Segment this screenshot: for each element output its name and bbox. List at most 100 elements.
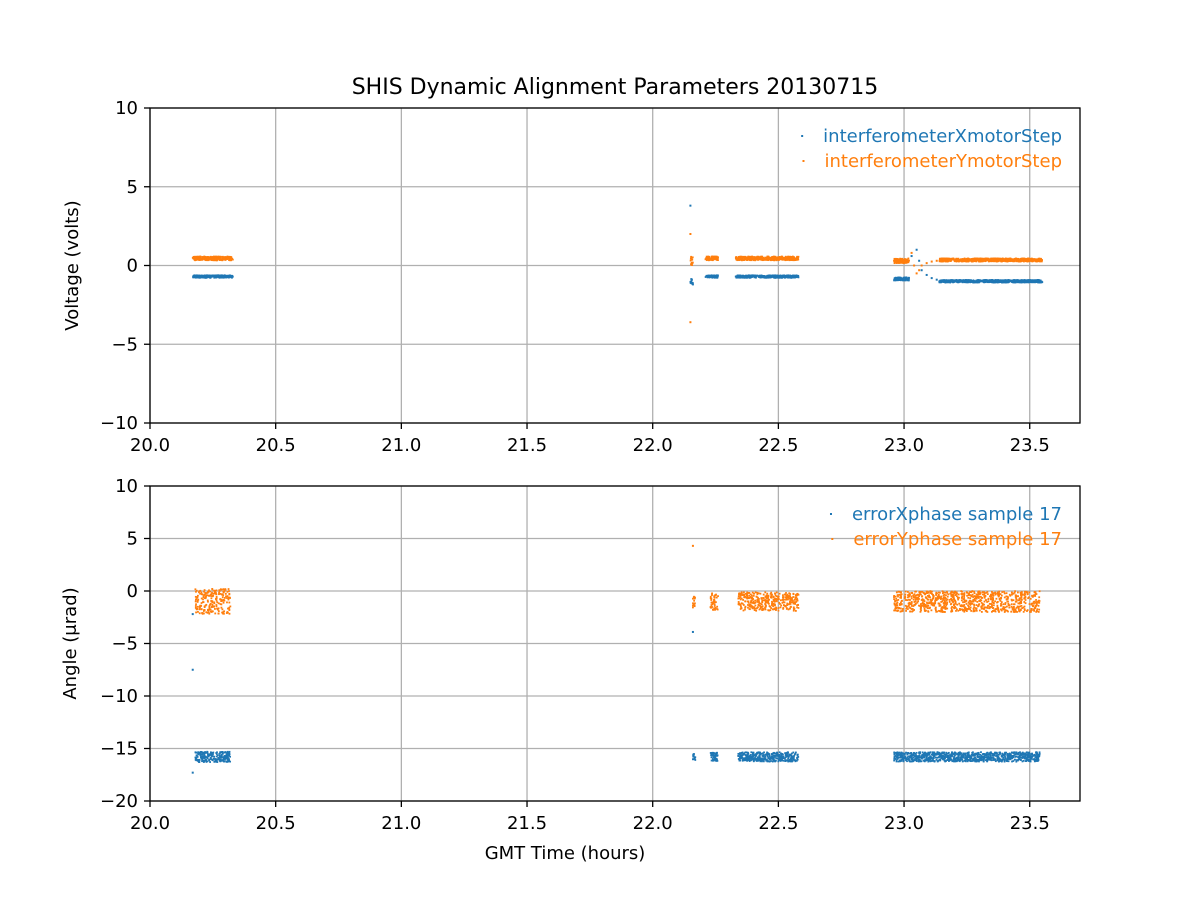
data-point (228, 612, 231, 615)
data-point (229, 605, 232, 608)
data-point (715, 757, 718, 760)
data-point (209, 593, 212, 596)
data-point (775, 275, 778, 278)
data-point (969, 759, 972, 762)
data-point (746, 755, 749, 757)
data-point (689, 204, 692, 207)
data-point (933, 751, 936, 754)
data-point (971, 257, 974, 260)
data-point (744, 608, 746, 611)
data-point (741, 754, 744, 757)
data-point (776, 754, 778, 757)
data-point (783, 601, 786, 604)
data-point (949, 279, 952, 282)
data-point (772, 276, 775, 279)
data-point (914, 752, 917, 755)
data-point (980, 758, 983, 761)
data-point (764, 608, 767, 611)
data-point (775, 607, 778, 610)
data-point (204, 752, 207, 754)
data-point (922, 753, 925, 756)
data-point (768, 274, 771, 277)
data-point (937, 756, 940, 759)
data-point (713, 603, 716, 606)
data-point (226, 752, 229, 755)
data-point (209, 602, 212, 605)
data-point (218, 591, 220, 594)
data-point (208, 275, 211, 278)
data-point (206, 259, 209, 262)
data-point (714, 756, 716, 759)
data-point (760, 258, 763, 261)
data-point (198, 752, 201, 755)
data-point (925, 273, 928, 276)
data-point (1019, 758, 1022, 761)
data-point (765, 276, 768, 279)
data-point (910, 753, 913, 755)
data-point (212, 753, 214, 756)
data-point (758, 755, 761, 758)
data-point (693, 602, 696, 605)
data-point (208, 607, 211, 609)
data-point (221, 256, 224, 259)
data-point (209, 258, 212, 261)
data-point (982, 279, 985, 282)
data-point (1002, 258, 1005, 261)
data-point (745, 751, 747, 754)
data-point (219, 257, 221, 260)
data-point (896, 753, 899, 756)
data-point (215, 758, 218, 761)
data-point (906, 278, 909, 280)
data-point (210, 595, 213, 597)
data-point (797, 607, 800, 609)
data-point (693, 604, 696, 607)
data-point (691, 283, 694, 286)
data-point (748, 760, 751, 762)
data-point (767, 255, 770, 258)
data-point (228, 754, 231, 757)
data-point (204, 597, 206, 600)
data-point (964, 760, 967, 763)
data-point (927, 759, 930, 761)
data-point (752, 606, 754, 609)
data-point (946, 280, 949, 283)
data-point (201, 256, 204, 258)
data-point (977, 279, 980, 281)
data-point (788, 595, 791, 597)
data-point (987, 753, 989, 756)
data-point (966, 753, 969, 756)
data-point (226, 611, 229, 613)
data-point (915, 754, 917, 757)
data-point (905, 260, 908, 263)
data-point (226, 754, 229, 757)
data-point (901, 758, 904, 761)
data-point (992, 752, 994, 755)
data-point (197, 258, 200, 261)
data-point (709, 597, 712, 600)
data-point (1010, 751, 1013, 754)
data-point (219, 275, 221, 278)
chart-title: SHIS Dynamic Alignment Parameters 201307… (352, 75, 879, 100)
data-point (940, 754, 942, 757)
data-point (986, 758, 988, 761)
data-point (966, 260, 969, 263)
data-point (927, 760, 930, 763)
data-point (751, 255, 754, 258)
data-point (191, 256, 194, 259)
data-point (206, 599, 209, 602)
data-point (1006, 754, 1009, 756)
data-point (995, 279, 998, 282)
data-point (902, 756, 905, 759)
data-point (220, 600, 223, 603)
data-point (211, 605, 214, 607)
x-tick-label: 20.0 (130, 435, 170, 456)
data-point (987, 756, 989, 759)
data-point (904, 757, 907, 760)
data-point (713, 256, 716, 259)
data-point (967, 759, 970, 762)
data-point (750, 753, 752, 756)
data-point (202, 276, 205, 279)
data-point (1026, 257, 1029, 260)
data-point (1018, 755, 1021, 758)
data-point (957, 281, 960, 284)
